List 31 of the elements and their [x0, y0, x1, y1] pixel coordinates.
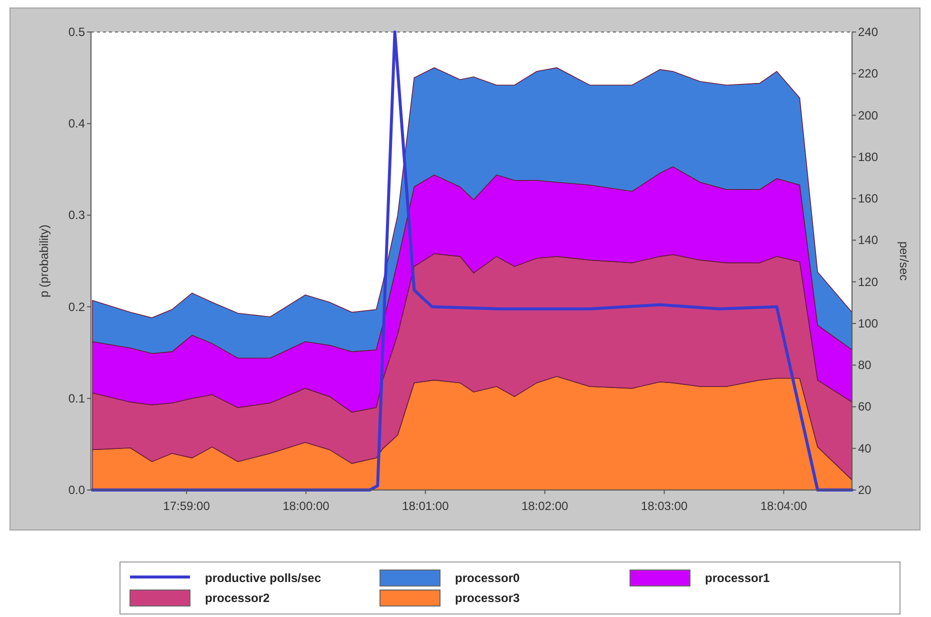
- legend-label: processor0: [455, 571, 520, 585]
- y2-tick-label: 180: [858, 150, 878, 164]
- y2-tick-label: 40: [858, 441, 872, 456]
- x-tick-label: 17:59:00: [163, 499, 210, 513]
- y2-tick-label: 220: [858, 66, 878, 81]
- x-tick-label: 18:02:00: [521, 499, 569, 513]
- x-tick-label: 18:01:00: [402, 499, 450, 513]
- legend-label: productive polls/sec: [205, 571, 322, 585]
- y-tick-label: 0.0: [68, 483, 86, 497]
- x-tick-label: 18:00:00: [282, 499, 330, 513]
- y-tick-label: 0.1: [68, 391, 86, 406]
- x-tick-label: 18:04:00: [760, 499, 808, 513]
- legend-label: processor2: [205, 591, 270, 605]
- x-tick-label: 18:03:00: [640, 499, 688, 513]
- y2-tick-label: 100: [858, 316, 878, 330]
- y-tick-label: 0.2: [68, 300, 86, 314]
- y2-tick-label: 60: [858, 400, 872, 414]
- y-tick-label: 0.3: [68, 208, 86, 222]
- y2-tick-label: 80: [858, 358, 872, 372]
- y2-tick-label: 140: [858, 233, 878, 248]
- y2-tick-label: 160: [858, 192, 878, 206]
- legend-label: processor1: [705, 571, 770, 585]
- y2-tick-label: 20: [858, 483, 872, 497]
- y2-tick-label: 240: [858, 25, 878, 39]
- y-axis-title: p (probability): [37, 224, 51, 298]
- y2-axis-title: per/sec: [897, 241, 911, 281]
- y2-tick-label: 200: [858, 108, 878, 122]
- y-tick-label: 0.5: [68, 25, 86, 39]
- y-tick-label: 0.4: [68, 116, 86, 131]
- y2-tick-label: 120: [858, 274, 878, 289]
- legend-label: processor3: [455, 591, 520, 605]
